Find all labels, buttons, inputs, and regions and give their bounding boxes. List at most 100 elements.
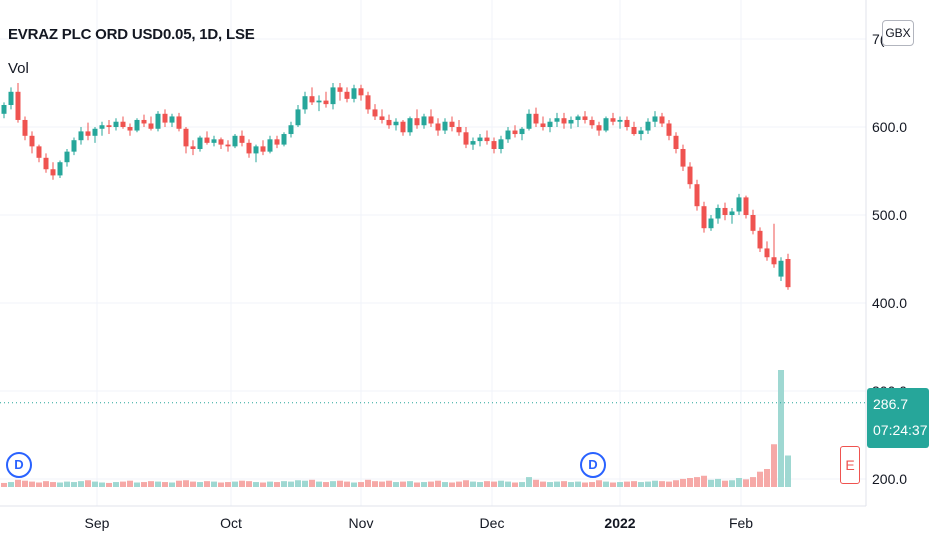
volume-bar [519,482,525,487]
candle-body [386,119,392,126]
candle-body [505,130,511,140]
volume-bar [421,482,427,487]
candle-body [253,146,259,154]
candle-body [652,116,658,122]
candle-body [421,116,427,126]
volume-bar [148,481,154,487]
volume-bar [64,481,70,487]
volume-bar [204,481,210,487]
candle-body [344,91,350,99]
volume-bar [393,482,399,487]
candle-body [547,121,553,127]
volume-bar [680,478,686,487]
x-tick-label: Feb [729,515,753,531]
candle-body [92,128,98,136]
volume-bar [176,480,182,487]
volume-bar [316,481,322,487]
volume-bar [540,481,546,487]
volume-bar [673,480,679,487]
x-tick-label: 2022 [604,515,635,531]
volume-bar [736,478,742,487]
candle-body [575,116,581,120]
dividend-marker[interactable]: D [6,452,32,478]
candle-body [666,123,672,136]
candle-body [603,118,609,131]
candle-body [197,137,203,149]
candle-body [127,127,133,131]
volume-indicator-label[interactable]: Vol [8,60,29,77]
candle-body [470,141,476,145]
volume-bar [323,482,329,487]
earnings-marker[interactable]: E [840,446,860,484]
candle-body [50,169,56,176]
candle-body [428,116,434,124]
candle-body [106,125,112,127]
volume-bar [610,482,616,487]
candle-body [351,88,357,99]
dividend-marker[interactable]: D [580,452,606,478]
volume-bar [43,481,49,487]
volume-bar [750,477,756,487]
volume-bar [365,479,371,487]
candle-body [526,113,532,129]
volume-bar [15,479,21,487]
candle-body [36,146,42,158]
volume-bar [442,482,448,487]
candle-body [673,135,679,149]
volume-bar [162,482,168,487]
volume-bar [120,481,126,487]
candle-body [155,113,161,129]
volume-bar [449,482,455,487]
volume-bar [246,481,252,487]
candle-body [610,118,616,122]
candle-body [190,146,196,149]
volume-bar [337,480,343,487]
volume-bar [36,482,42,487]
volume-bar [764,469,770,487]
candle-body [561,118,567,124]
bar-countdown: 07:24:37 [873,422,928,438]
volume-bar [92,481,98,487]
candle-body [659,116,665,124]
candle-body [15,91,21,120]
volume-bar [267,481,273,487]
candle-body [638,130,644,135]
volume-bar [645,481,651,487]
grid [0,0,866,507]
candle-body [568,119,574,124]
candle-body [22,119,28,136]
candle-body [729,211,735,215]
volume-bar [302,480,308,487]
candle-body [204,137,210,143]
candle-body [141,119,147,124]
volume-bar [456,481,462,487]
candle-body [246,142,252,154]
volume-bar [575,481,581,487]
candle-body [701,206,707,229]
volume-bar [715,478,721,487]
candle-body [680,149,686,167]
candle-body [134,119,140,131]
volume-bar [260,482,266,487]
volume-bar [372,481,378,487]
candle-body [778,260,784,277]
volume-bar [582,482,588,487]
volume-bar [57,482,63,487]
currency-badge[interactable]: GBX [882,20,914,46]
candle-body [316,100,322,103]
candle-body [309,96,315,103]
volume-bar [659,481,665,487]
chart-title: EVRAZ PLC ORD USD0.05, 1D, LSE [8,26,255,43]
volume-bar [463,480,469,487]
volume-bar [232,481,238,487]
candle-body [400,121,406,133]
last-price-value: 286.7 [873,396,909,412]
volume-bar [344,481,350,487]
volume-bar [225,482,231,487]
y-tick-label: 400.0 [872,295,907,311]
candle-body [694,184,700,207]
candle-body [456,127,462,133]
candle-body [211,139,217,143]
